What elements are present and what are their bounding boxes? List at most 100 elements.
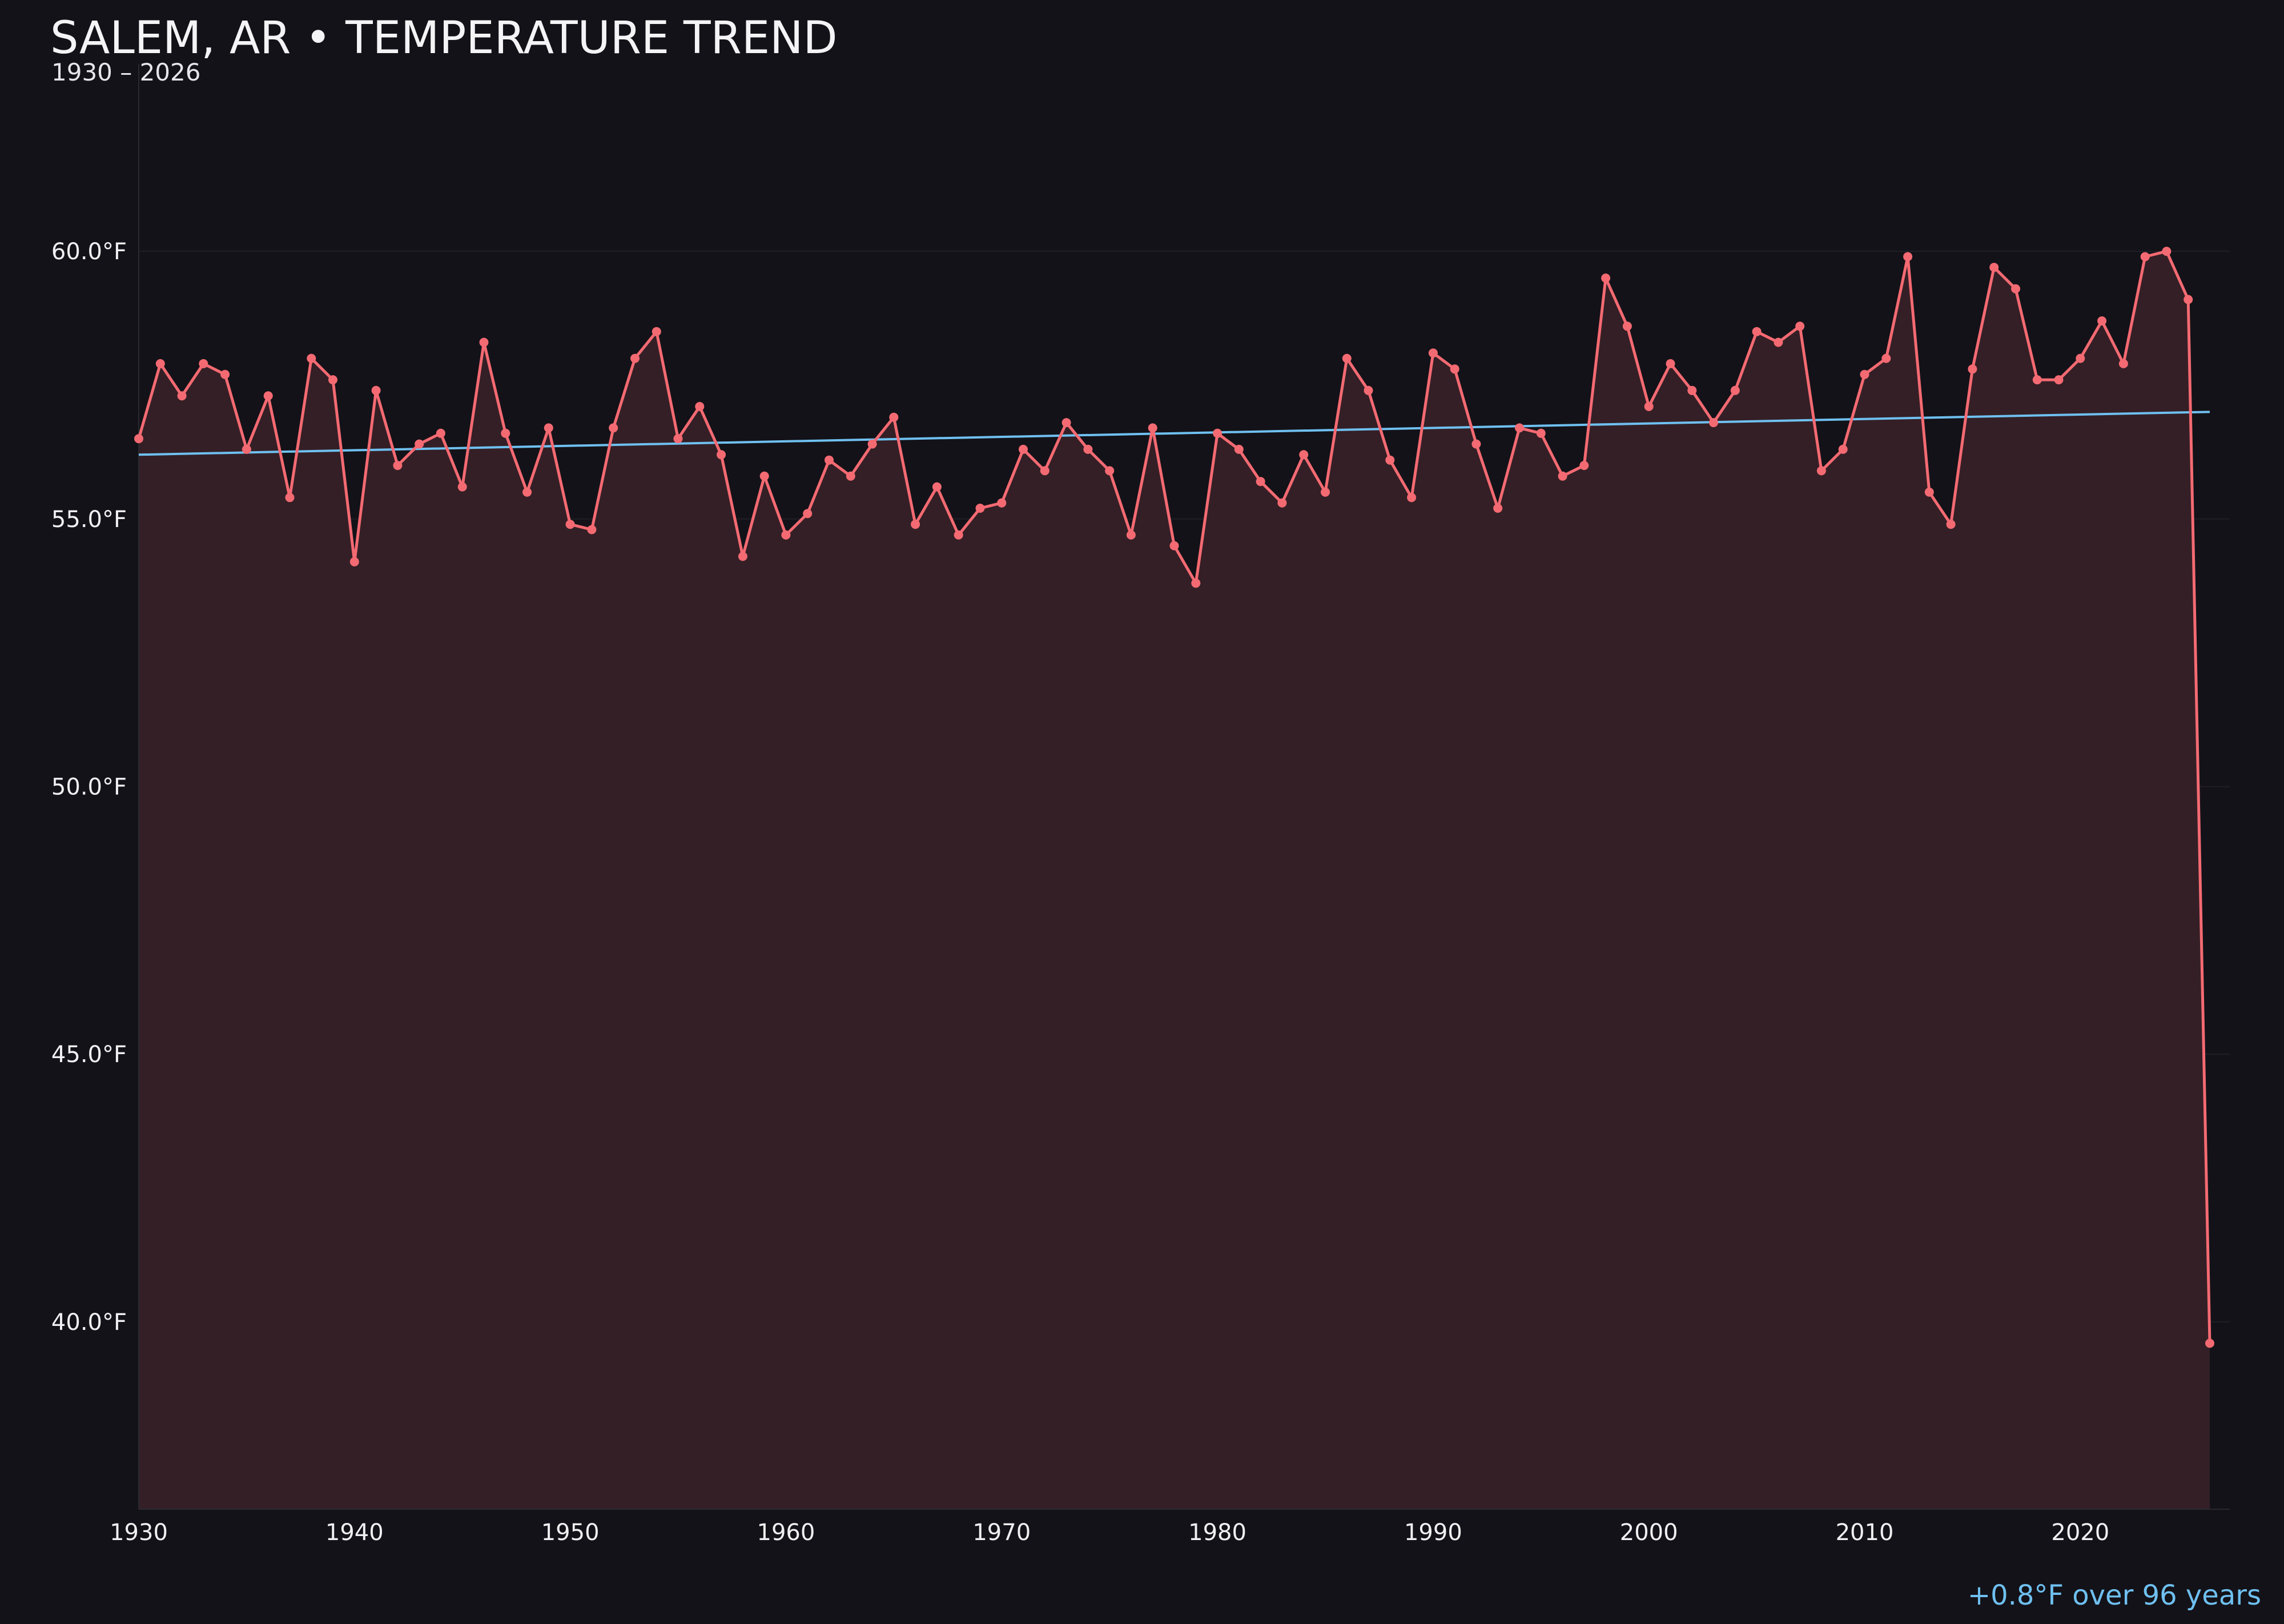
data-point-2025 [2184, 295, 2193, 304]
data-point-1937 [285, 493, 295, 503]
data-point-2018 [2032, 375, 2042, 385]
data-point-1963 [846, 471, 855, 481]
data-point-1990 [1428, 348, 1438, 358]
data-point-1961 [803, 509, 813, 518]
data-point-1948 [522, 487, 532, 497]
data-point-1985 [1321, 487, 1330, 497]
x-tick-label-1940: 1940 [325, 1520, 384, 1546]
data-point-1942 [393, 461, 403, 471]
data-point-1949 [544, 423, 553, 433]
data-point-1962 [825, 455, 834, 465]
trend-line [138, 411, 2210, 456]
data-point-1979 [1191, 578, 1201, 588]
chart-title: SALEM, AR • TEMPERATURE TREND [50, 13, 838, 64]
data-points [134, 247, 2214, 1348]
data-point-1984 [1299, 450, 1309, 460]
y-tick-label-50: 50.0°F [51, 774, 127, 801]
y-tick-labels: 40.0°F 45.0°F 50.0°F 55.0°F 60.0°F [51, 239, 127, 1336]
data-point-2001 [1666, 359, 1675, 368]
data-point-1976 [1126, 530, 1136, 540]
data-point-1991 [1450, 364, 1459, 374]
data-point-1955 [673, 434, 683, 444]
y-tick-label-45: 45.0°F [51, 1042, 127, 1068]
data-point-2010 [1860, 369, 1869, 379]
data-point-1931 [155, 359, 165, 368]
data-point-1964 [867, 439, 877, 449]
y-tick-label-40: 40.0°F [51, 1309, 127, 1336]
x-tick-label-2020: 2020 [2051, 1520, 2109, 1546]
data-point-2014 [1946, 520, 1956, 529]
axes [138, 64, 2230, 1510]
data-point-2026 [2205, 1338, 2214, 1348]
x-tick-label-1950: 1950 [541, 1520, 600, 1546]
data-point-1945 [457, 482, 467, 492]
data-point-1987 [1364, 385, 1373, 395]
data-point-2002 [1687, 385, 1697, 395]
x-tick-label-1930: 1930 [110, 1520, 168, 1546]
data-point-2013 [1924, 487, 1934, 497]
data-point-1953 [630, 353, 640, 363]
data-point-2011 [1881, 353, 1891, 363]
data-point-1986 [1342, 353, 1352, 363]
data-point-1934 [220, 369, 230, 379]
data-point-1932 [177, 391, 187, 401]
area-under-curve [139, 251, 2210, 1509]
data-point-2009 [1838, 444, 1848, 454]
data-point-1957 [717, 450, 726, 460]
data-point-1959 [759, 471, 769, 481]
data-point-1988 [1385, 455, 1395, 465]
data-point-2015 [1968, 364, 1977, 374]
data-point-1944 [436, 428, 445, 438]
data-point-1956 [695, 401, 705, 411]
data-point-2017 [2011, 284, 2020, 294]
data-point-1973 [1061, 418, 1071, 428]
data-point-1950 [565, 520, 575, 529]
data-point-1951 [587, 525, 597, 534]
data-point-2022 [2118, 359, 2128, 368]
data-point-2000 [1644, 401, 1654, 411]
y-tick-label-55: 55.0°F [51, 507, 127, 533]
x-tick-label-2010: 2010 [1836, 1520, 1894, 1546]
x-tick-label-1990: 1990 [1404, 1520, 1462, 1546]
data-point-1968 [954, 530, 963, 540]
data-point-1966 [911, 520, 920, 529]
data-point-2012 [1903, 252, 1913, 262]
data-point-1974 [1083, 444, 1093, 454]
linear-trend-line [138, 411, 2210, 456]
data-point-1946 [479, 337, 489, 347]
data-point-1978 [1169, 541, 1179, 550]
data-point-2008 [1816, 466, 1826, 476]
data-point-1993 [1493, 504, 1503, 513]
x-tick-label-1970: 1970 [972, 1520, 1031, 1546]
data-point-1960 [781, 530, 791, 540]
data-point-1977 [1148, 423, 1157, 433]
data-point-1933 [199, 359, 208, 368]
data-point-1982 [1256, 477, 1265, 487]
data-point-1983 [1277, 498, 1287, 508]
data-point-1939 [328, 375, 337, 385]
data-point-1972 [1040, 466, 1049, 476]
data-point-2006 [1774, 337, 1783, 347]
data-point-1940 [349, 557, 359, 566]
data-point-1958 [738, 552, 747, 561]
data-point-2024 [2162, 247, 2172, 256]
data-point-1975 [1105, 466, 1115, 476]
data-point-2021 [2097, 316, 2107, 325]
data-point-1981 [1234, 444, 1244, 454]
area-fill [139, 251, 2210, 1509]
data-point-1997 [1579, 461, 1589, 471]
trend-summary: +0.8°F over 96 years [1967, 1579, 2261, 1611]
data-point-1967 [932, 482, 942, 492]
data-point-1941 [371, 385, 381, 395]
data-point-1980 [1213, 428, 1223, 438]
x-tick-label-2000: 2000 [1620, 1520, 1678, 1546]
data-point-2023 [2140, 252, 2150, 262]
data-point-2003 [1709, 418, 1718, 428]
data-point-1998 [1601, 274, 1611, 283]
data-point-1930 [134, 434, 143, 444]
data-point-1989 [1407, 493, 1417, 503]
chart-subtitle: 1930 – 2026 [51, 58, 201, 86]
data-point-1999 [1622, 321, 1632, 331]
data-point-1936 [263, 391, 273, 401]
